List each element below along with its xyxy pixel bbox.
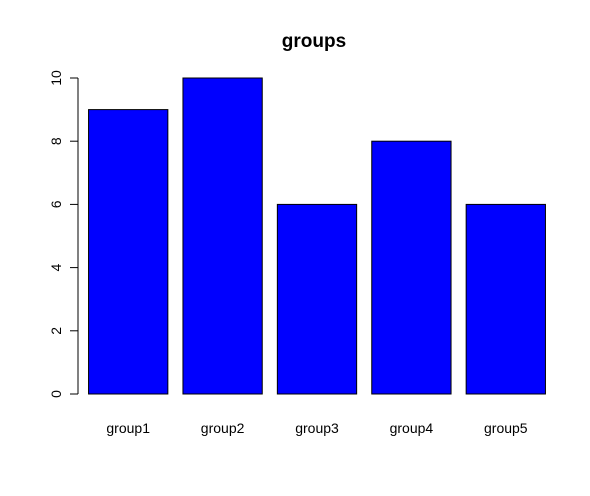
bar-group5 — [465, 203, 546, 395]
y-tick-label: 4 — [48, 263, 64, 271]
y-tick-label: 0 — [48, 390, 64, 398]
bars-group — [88, 77, 546, 395]
y-tick-label: 8 — [48, 137, 64, 145]
bar-group3 — [276, 203, 358, 395]
bar-group4 — [371, 140, 452, 395]
x-category-label: group5 — [484, 420, 528, 436]
chart-title: groups — [282, 31, 346, 52]
x-category-label: group3 — [295, 420, 339, 436]
y-tick-label: 10 — [48, 70, 64, 86]
x-category-label: group1 — [106, 420, 150, 436]
x-category-label: group4 — [390, 420, 434, 436]
y-axis: 0 2 4 6 8 10 — [48, 70, 79, 398]
y-tick-label: 2 — [48, 327, 64, 335]
bar-group2 — [182, 77, 263, 395]
x-axis-labels: group1 group2 group3 group4 group5 — [106, 420, 527, 436]
y-tick-label: 6 — [48, 200, 64, 208]
bar-group1 — [88, 109, 169, 395]
x-category-label: group2 — [201, 420, 245, 436]
